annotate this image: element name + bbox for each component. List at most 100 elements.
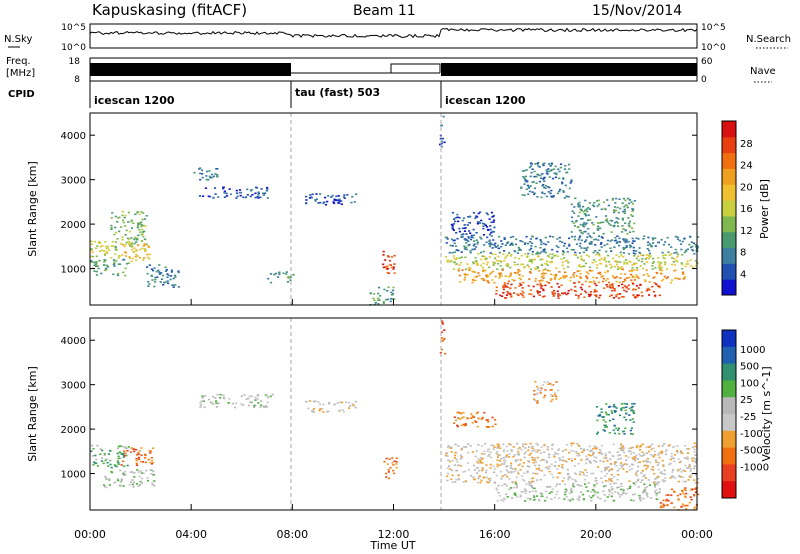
heatmap-cell [473, 469, 476, 471]
heatmap-cell [635, 454, 638, 457]
heatmap-cell [613, 410, 616, 412]
heatmap-cell [486, 279, 489, 282]
heatmap-cell [648, 281, 651, 283]
heatmap-cell [385, 476, 388, 478]
heatmap-cell [488, 245, 491, 248]
heatmap-cell [486, 276, 489, 278]
heatmap-cell [574, 472, 577, 474]
heatmap-cell [262, 194, 265, 196]
heatmap-cell [594, 260, 597, 263]
heatmap-cell [475, 260, 478, 262]
heatmap-cell [495, 246, 498, 248]
heatmap-cell [593, 493, 596, 496]
heatmap-cell [523, 490, 526, 493]
heatmap-cell [586, 457, 589, 460]
heatmap-cell [456, 237, 459, 240]
heatmap-cell [573, 282, 576, 284]
heatmap-cell [142, 472, 145, 475]
heatmap-cell [562, 190, 565, 192]
heatmap-cell [582, 259, 585, 262]
heatmap-cell [556, 483, 559, 486]
heatmap-cell [525, 188, 528, 191]
heatmap-cell [455, 458, 458, 461]
heatmap-cell [123, 245, 126, 248]
heatmap-cell [586, 277, 589, 280]
heatmap-cell [119, 469, 122, 472]
heatmap-cell [467, 244, 470, 247]
cpid-segment-3: icescan 1200 [445, 94, 526, 107]
heatmap-cell [140, 211, 143, 213]
heatmap-cell [612, 297, 615, 299]
heatmap-cell [599, 271, 602, 274]
heatmap-cell [476, 411, 479, 414]
heatmap-cell [467, 236, 470, 238]
heatmap-cell [504, 244, 507, 246]
heatmap-cell [555, 398, 558, 400]
heatmap-cell [682, 492, 685, 495]
heatmap-cell [460, 256, 464, 258]
heatmap-cell [442, 338, 445, 341]
heatmap-cell [278, 271, 281, 274]
heatmap-cell [129, 451, 132, 453]
power-colorbar-tick: 20 [740, 182, 753, 193]
heatmap-cell [639, 499, 642, 502]
heatmap-cell [460, 448, 463, 451]
heatmap-cell [441, 321, 444, 324]
heatmap-cell [679, 460, 682, 463]
heatmap-cell [622, 197, 625, 200]
heatmap-cell [587, 214, 590, 216]
heatmap-cell [629, 452, 632, 455]
heatmap-cell [618, 414, 622, 417]
heatmap-cell [472, 234, 475, 237]
heatmap-cell [556, 238, 559, 240]
heatmap-cell [487, 455, 490, 457]
heatmap-cell [606, 239, 609, 242]
heatmap-cell [565, 496, 568, 498]
heatmap-cell [633, 279, 636, 281]
heatmap-cell [540, 251, 543, 253]
heatmap-cell [489, 242, 492, 244]
heatmap-cell [562, 191, 565, 193]
heatmap-cell [492, 219, 496, 222]
heatmap-cell [512, 446, 515, 448]
heatmap-cell [260, 400, 263, 402]
heatmap-cell [578, 252, 581, 254]
heatmap-cell [639, 448, 642, 451]
heatmap-cell [673, 506, 676, 509]
heatmap-cell [676, 277, 679, 280]
heatmap-cell [630, 279, 633, 281]
heatmap-cell [668, 254, 671, 256]
heatmap-cell [510, 450, 513, 452]
heatmap-cell [525, 490, 528, 492]
heatmap-cell [631, 208, 634, 210]
heatmap-cell [575, 275, 579, 277]
heatmap-cell [589, 219, 592, 221]
heatmap-cell [555, 395, 558, 398]
heatmap-cell [502, 285, 505, 287]
heatmap-cell [526, 465, 529, 467]
heatmap-cell [146, 477, 149, 479]
heatmap-cell [567, 472, 570, 475]
heatmap-cell [584, 230, 587, 233]
heatmap-cell [684, 487, 687, 489]
heatmap-cell [564, 448, 567, 451]
heatmap-cell [637, 294, 640, 297]
heatmap-cell [648, 289, 651, 291]
heatmap-cell [510, 283, 513, 286]
heatmap-cell [577, 215, 580, 217]
heatmap-cell [662, 480, 665, 483]
heatmap-cell [594, 244, 597, 246]
heatmap-cell [475, 239, 478, 241]
nsearch-tick-bottom: 10^0 [701, 43, 726, 53]
heatmap-cell [482, 262, 485, 265]
heatmap-cell [319, 407, 322, 410]
heatmap-cell [642, 238, 645, 240]
heatmap-cell [267, 397, 270, 399]
heatmap-cell [542, 184, 545, 186]
heatmap-cell [589, 462, 592, 464]
heatmap-cell [477, 417, 480, 420]
heatmap-cell [386, 298, 389, 301]
heatmap-cell [551, 443, 554, 446]
heatmap-cell [506, 475, 509, 478]
heatmap-cell [478, 221, 481, 223]
